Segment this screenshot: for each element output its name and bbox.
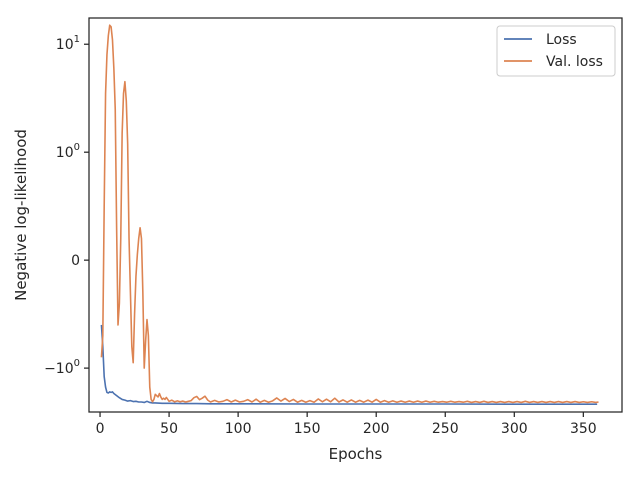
y-tick-label: 0	[71, 253, 80, 269]
series-line-loss	[100, 324, 598, 406]
legend-label-val-loss: Val. loss	[546, 54, 603, 70]
x-axis-ticks: 0 50 100 150 200 250 300 350	[96, 412, 597, 437]
y-axis-label: Negative log-likelihood	[12, 129, 30, 301]
x-axis-label: Epochs	[329, 445, 383, 463]
y-tick-label: 101	[56, 34, 80, 53]
plot-lines	[100, 24, 599, 406]
y-tick-label: −100	[44, 358, 80, 377]
y-tick-label: 100	[56, 142, 80, 161]
x-tick-label: 150	[294, 421, 321, 437]
series-line-val-loss	[100, 24, 599, 404]
x-tick-label: 300	[501, 421, 528, 437]
x-tick-label: 350	[570, 421, 597, 437]
plot-frame	[88, 17, 623, 413]
y-axis-ticks: 101 100 0 −100	[44, 34, 89, 377]
legend-label-loss: Loss	[546, 32, 577, 48]
x-tick-label: 100	[225, 421, 252, 437]
x-tick-label: 200	[363, 421, 390, 437]
legend: Loss Val. loss	[496, 25, 616, 77]
x-tick-label: 250	[432, 421, 459, 437]
x-tick-label: 0	[96, 421, 105, 437]
x-tick-label: 50	[160, 421, 178, 437]
